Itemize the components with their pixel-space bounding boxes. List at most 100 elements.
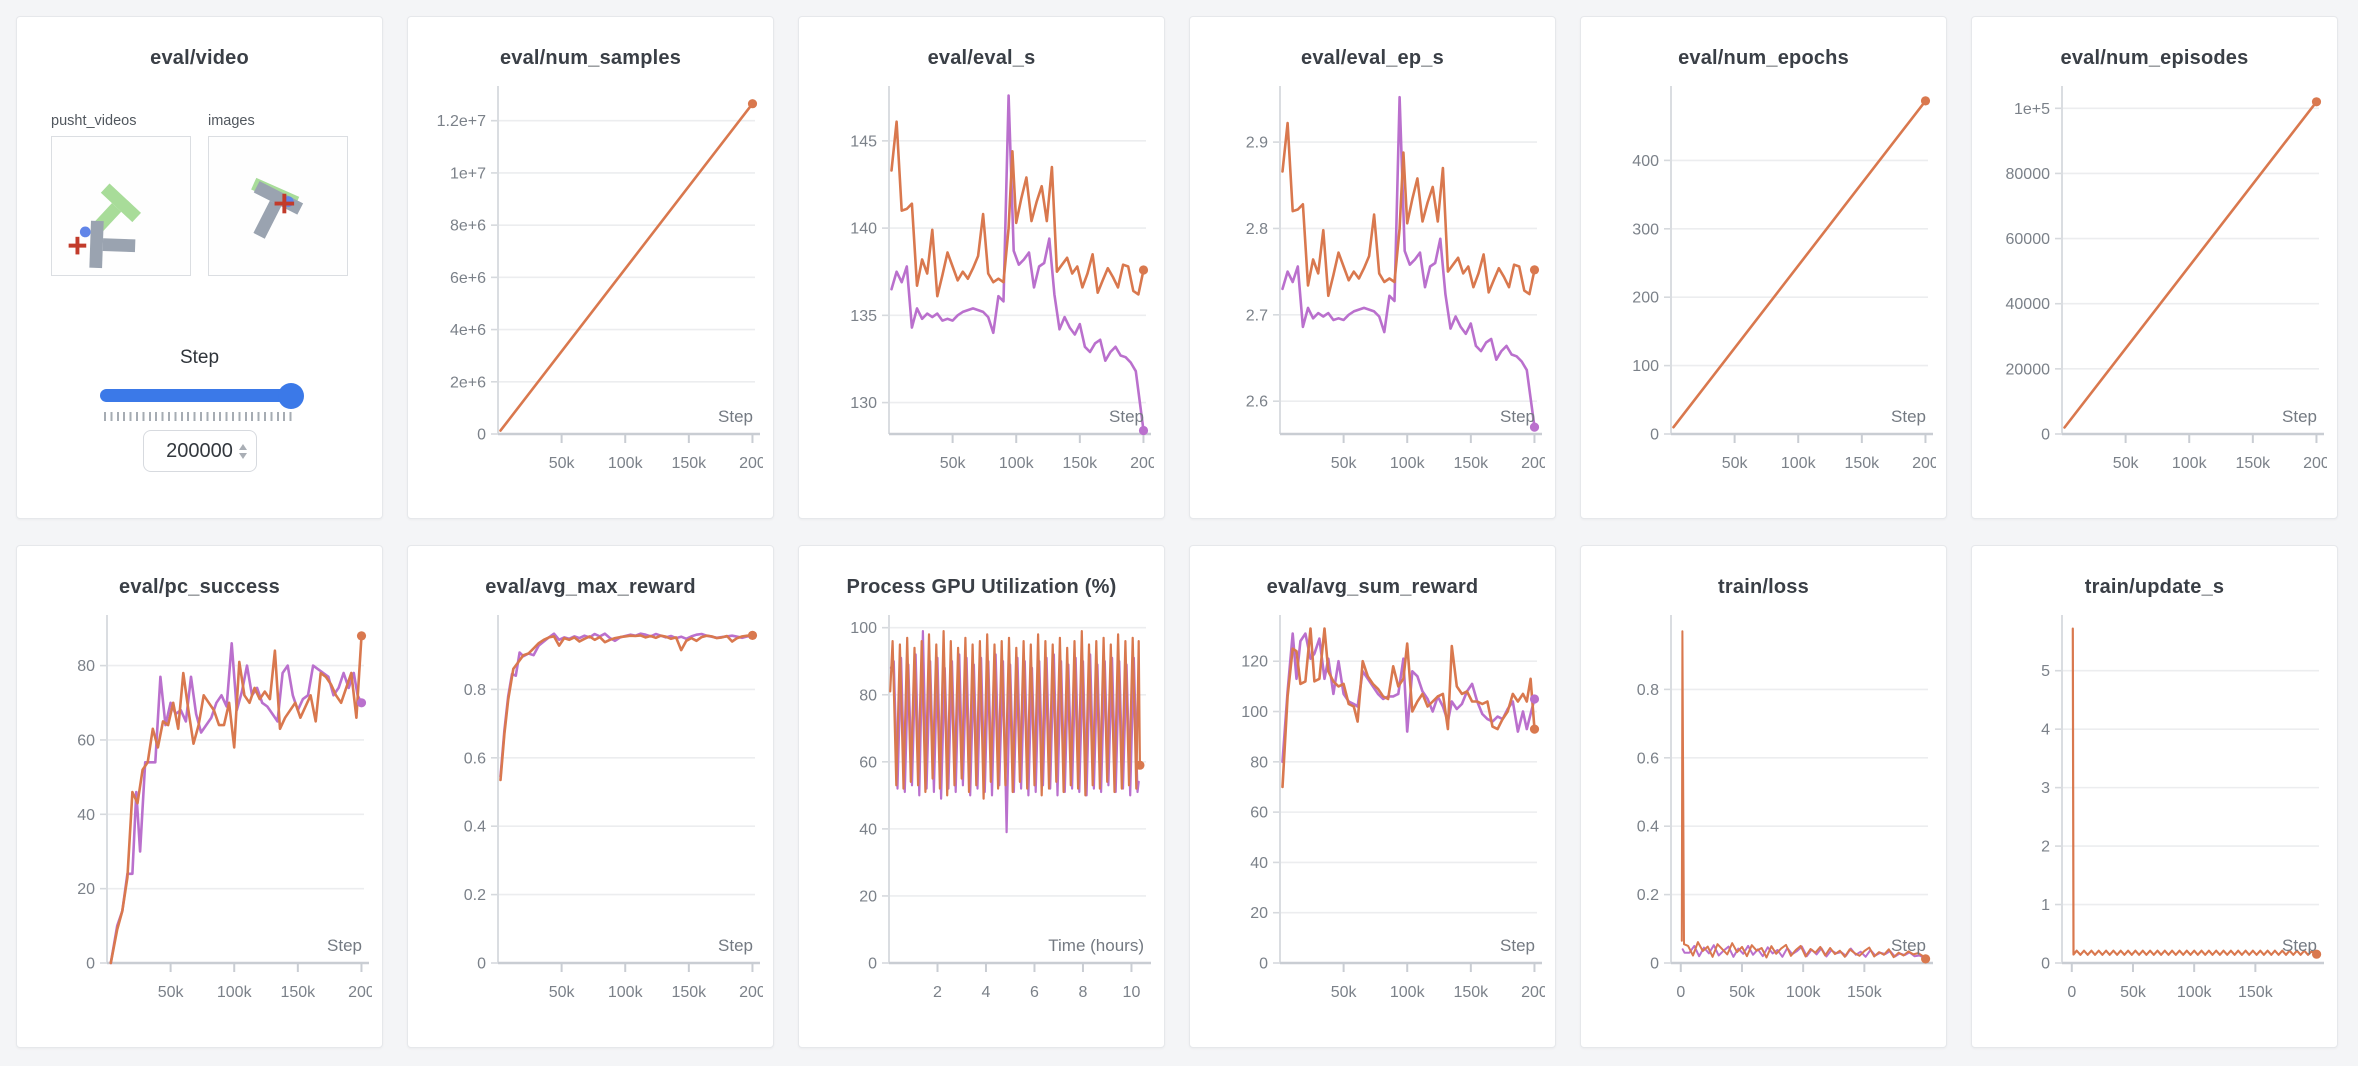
svg-text:100k: 100k <box>217 984 253 1001</box>
chart-title: eval/eval_ep_s <box>1301 47 1444 69</box>
chart-panel-process-gpu-utilization[interactable]: Process GPU Utilization (%) 0 20 40 60 80 100… <box>798 545 1165 1048</box>
chart-panel-train-loss[interactable]: train/loss 0 0.2 0.4 0.6 0.8 0 50k 100k 150k Step <box>1580 545 1947 1048</box>
svg-text:80000: 80000 <box>2006 166 2051 183</box>
svg-text:50k: 50k <box>1331 455 1358 472</box>
goal-cross-icon <box>274 193 295 214</box>
chart-panel-eval-pc-success[interactable]: eval/pc_success 0 20 40 60 80 50k 100k 150k 200 S… <box>16 545 383 1048</box>
slider-ticks <box>103 412 296 421</box>
svg-text:Step: Step <box>718 407 753 426</box>
decrement-icon[interactable] <box>238 452 247 459</box>
svg-text:4e+6: 4e+6 <box>450 322 486 339</box>
image-thumbnail-images[interactable] <box>208 136 348 276</box>
goal-cross-icon <box>68 236 87 255</box>
svg-text:Step: Step <box>1891 407 1926 426</box>
chart-title: eval/eval_s <box>927 47 1036 69</box>
chart-panel-eval-eval-s[interactable]: eval/eval_s 130 135 140 145 50k 100k 150k 200 St… <box>798 16 1165 519</box>
svg-text:300: 300 <box>1632 221 1659 238</box>
line-chart: 0 1 2 3 4 5 0 50k 100k 150k Step <box>2041 615 2324 1001</box>
svg-text:150k: 150k <box>671 984 707 1001</box>
svg-text:40: 40 <box>77 807 95 824</box>
line-chart: 0 20 40 60 80 50k 100k 150k 200 Step <box>77 615 372 1001</box>
line-chart: 0 100 200 300 400 50k 100k 150k 200 Step <box>1632 86 1936 472</box>
svg-text:0.2: 0.2 <box>1637 887 1659 904</box>
svg-text:1: 1 <box>2041 897 2050 914</box>
svg-text:8: 8 <box>1079 984 1088 1001</box>
svg-text:50k: 50k <box>2113 455 2140 472</box>
svg-text:0: 0 <box>1676 984 1685 1001</box>
svg-text:20: 20 <box>1250 905 1268 922</box>
svg-text:150k: 150k <box>1844 455 1880 472</box>
video-thumbnail-pusht-videos[interactable] <box>51 136 191 276</box>
svg-text:50k: 50k <box>158 984 185 1001</box>
svg-text:200: 200 <box>1521 984 1545 1001</box>
svg-text:20: 20 <box>77 881 95 898</box>
svg-text:200: 200 <box>739 984 763 1001</box>
svg-text:80: 80 <box>859 687 877 704</box>
svg-text:Step: Step <box>1500 407 1535 426</box>
svg-text:200: 200 <box>348 984 372 1001</box>
svg-text:150k: 150k <box>1847 984 1883 1001</box>
svg-text:100k: 100k <box>608 984 644 1001</box>
svg-text:135: 135 <box>850 308 877 325</box>
svg-text:50k: 50k <box>1729 984 1756 1001</box>
chart-panel-train-update-s[interactable]: train/update_s 0 1 2 3 4 5 0 50k 100k 150k Step <box>1971 545 2338 1048</box>
chart-title: eval/avg_max_reward <box>485 576 696 598</box>
chart-panel-eval-avg-max-reward[interactable]: eval/avg_max_reward 0 0.2 0.4 0.6 0.8 50k 100k… <box>407 545 774 1048</box>
svg-text:150k: 150k <box>1453 455 1489 472</box>
chart-panel-eval-avg-sum-reward[interactable]: eval/avg_sum_reward 0 20 40 60 80 100 120 50k 10… <box>1189 545 1556 1048</box>
svg-text:60: 60 <box>859 754 877 771</box>
svg-text:0: 0 <box>1650 956 1659 973</box>
svg-text:0.8: 0.8 <box>464 682 486 699</box>
svg-text:100k: 100k <box>1786 984 1822 1001</box>
svg-text:Step: Step <box>1891 936 1926 955</box>
svg-text:0.2: 0.2 <box>464 887 486 904</box>
svg-text:400: 400 <box>1632 153 1659 170</box>
svg-text:2: 2 <box>2041 839 2050 856</box>
step-slider[interactable] <box>99 383 304 409</box>
slider-thumb[interactable] <box>277 383 304 409</box>
svg-text:40000: 40000 <box>2006 296 2051 313</box>
svg-text:50k: 50k <box>940 455 967 472</box>
svg-text:Step: Step <box>2282 407 2317 426</box>
svg-text:0.6: 0.6 <box>464 750 486 767</box>
svg-text:60: 60 <box>1250 805 1268 822</box>
svg-text:20: 20 <box>859 888 877 905</box>
chart-panel-eval-num-episodes[interactable]: eval/num_episodes 0 20000 40000 60000 80000 1… <box>1971 16 2338 519</box>
step-value-input[interactable]: 200000 <box>142 430 257 472</box>
chart-panel-eval-num-samples[interactable]: eval/num_samples 0 2e+6 4e+6 6e+6 8e+6 1e+7 1.… <box>407 16 774 519</box>
svg-text:1.2e+7: 1.2e+7 <box>437 113 486 130</box>
svg-text:100k: 100k <box>2177 984 2213 1001</box>
chart-panel-eval-num-epochs[interactable]: eval/num_epochs 0 100 200 300 400 50k 100k 150k… <box>1580 16 1947 519</box>
svg-text:6: 6 <box>1030 984 1039 1001</box>
svg-text:Step: Step <box>1109 407 1144 426</box>
svg-text:50k: 50k <box>549 984 576 1001</box>
svg-text:130: 130 <box>850 395 877 412</box>
svg-text:80: 80 <box>77 658 95 675</box>
svg-text:50k: 50k <box>1722 455 1749 472</box>
panel-eval-video[interactable]: eval/video pusht_videos <box>16 16 383 519</box>
line-chart: 0 20 40 60 80 100 2 4 6 8 10 Time (hours) <box>850 615 1151 1001</box>
svg-text:80: 80 <box>1250 754 1268 771</box>
svg-text:100: 100 <box>850 620 877 637</box>
svg-text:0.6: 0.6 <box>1637 750 1659 767</box>
step-value: 200000 <box>166 439 233 462</box>
gray-tee-shape <box>253 181 304 239</box>
svg-text:0: 0 <box>1650 427 1659 444</box>
svg-text:200: 200 <box>1632 290 1659 307</box>
svg-text:3: 3 <box>2041 780 2050 797</box>
gray-tee-shape <box>89 220 136 269</box>
chart-panel-eval-eval-ep-s[interactable]: eval/eval_ep_s 2.6 2.7 2.8 2.9 50k 100k 150k 20… <box>1189 16 1556 519</box>
svg-text:Step: Step <box>1500 936 1535 955</box>
svg-text:150k: 150k <box>2235 455 2271 472</box>
svg-text:0: 0 <box>477 956 486 973</box>
svg-text:Step: Step <box>327 936 362 955</box>
svg-text:200: 200 <box>1130 455 1154 472</box>
chart-title: eval/num_episodes <box>2060 47 2249 69</box>
svg-text:150k: 150k <box>2238 984 2274 1001</box>
svg-text:100: 100 <box>1632 358 1659 375</box>
chart-title: Process GPU Utilization (%) <box>846 576 1117 598</box>
slider-track[interactable] <box>99 389 300 402</box>
chart-title: eval/avg_sum_reward <box>1266 576 1479 598</box>
increment-icon[interactable] <box>238 443 247 450</box>
